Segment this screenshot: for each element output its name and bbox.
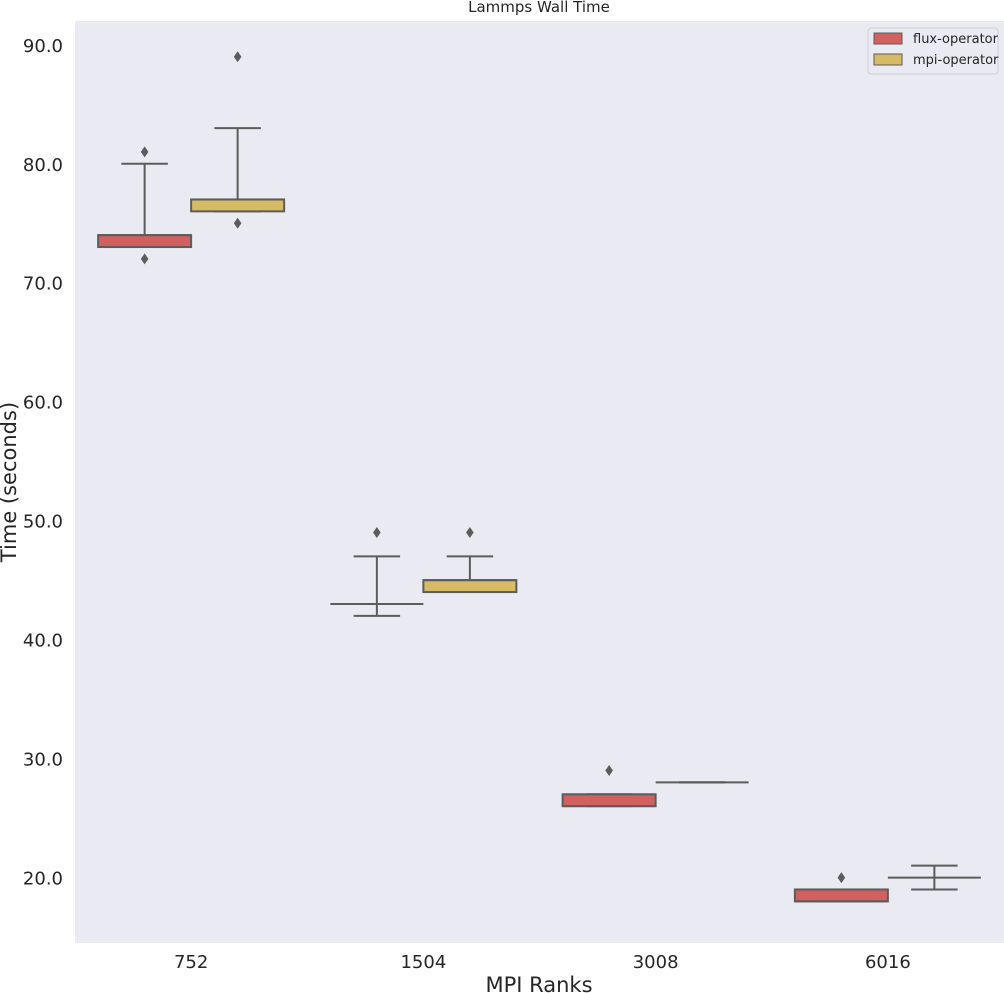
y-tick-label: 90.0 bbox=[23, 36, 63, 57]
y-axis-ticks: 20.0 30.0 40.0 50.0 60.0 70.0 80.0 90.0 bbox=[23, 36, 63, 890]
legend-swatch-flux-operator bbox=[873, 32, 903, 45]
y-tick-label: 20.0 bbox=[23, 869, 63, 890]
y-tick-label: 40.0 bbox=[23, 631, 63, 652]
x-tick-label: 1504 bbox=[400, 952, 446, 973]
iqr-box bbox=[97, 234, 193, 249]
box-mpi-operator-1504 bbox=[422, 527, 518, 594]
box-mpi-operator-752 bbox=[190, 51, 286, 229]
box-mpi-operator-6016 bbox=[887, 864, 981, 891]
box-flux-operator-1504 bbox=[330, 527, 424, 617]
outlier-point bbox=[605, 764, 613, 776]
outlier-point bbox=[373, 527, 381, 539]
legend-label-mpi-operator: mpi-operator bbox=[913, 53, 999, 68]
chart-title: Lammps Wall Time bbox=[468, 0, 610, 16]
outlier-point bbox=[233, 51, 242, 63]
legend-label-flux-operator: flux-operator bbox=[913, 32, 999, 47]
y-tick-label: 50.0 bbox=[23, 512, 63, 533]
outlier-point bbox=[233, 217, 242, 229]
outlier-point bbox=[140, 146, 149, 158]
iqr-box bbox=[561, 793, 657, 808]
outlier-point bbox=[140, 253, 149, 265]
x-axis-label: MPI Ranks bbox=[485, 973, 592, 993]
x-tick-label: 6016 bbox=[865, 952, 911, 973]
x-tick-label: 3008 bbox=[633, 952, 679, 973]
box-flux-operator-752 bbox=[97, 146, 193, 265]
y-tick-label: 60.0 bbox=[23, 393, 63, 414]
outlier-point bbox=[466, 527, 474, 539]
outlier-point bbox=[837, 872, 846, 884]
iqr-box bbox=[422, 579, 518, 594]
box-flux-operator-3008 bbox=[561, 764, 657, 808]
box-flux-operator-6016 bbox=[793, 872, 889, 903]
box-series bbox=[97, 51, 981, 903]
legend-swatch-mpi-operator bbox=[873, 53, 903, 66]
x-axis-ticks: 752 1504 3008 6016 bbox=[174, 952, 911, 973]
plot-area bbox=[75, 21, 1004, 943]
y-axis-label: Time (seconds) bbox=[0, 402, 21, 563]
y-tick-label: 80.0 bbox=[23, 155, 63, 176]
iqr-box bbox=[793, 888, 889, 903]
x-tick-label: 752 bbox=[174, 952, 208, 973]
y-tick-label: 30.0 bbox=[23, 750, 63, 771]
legend: flux-operator mpi-operator bbox=[867, 27, 999, 75]
iqr-box bbox=[190, 198, 286, 213]
y-tick-label: 70.0 bbox=[23, 274, 63, 295]
